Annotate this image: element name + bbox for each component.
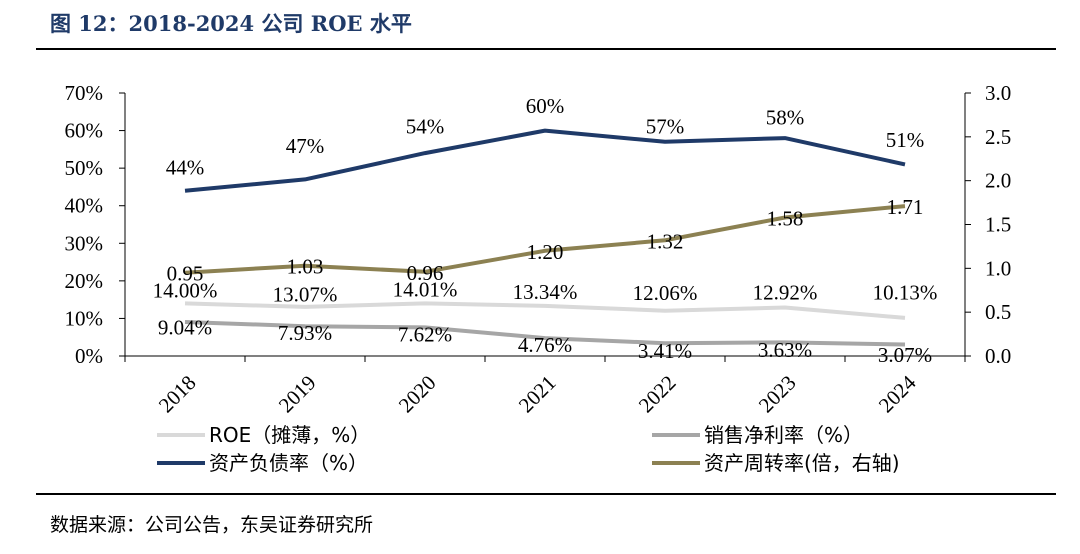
right-tick-label: 1.5 [985, 213, 1011, 237]
data-label-roe: 10.13% [873, 281, 938, 305]
left-tick-label: 0% [75, 344, 103, 368]
right-tick-label: 3.0 [985, 81, 1011, 105]
series-line-roe [184, 301, 906, 320]
data-label-roe: 14.01% [393, 277, 458, 301]
legend-label-roe: ROE（摊薄，%） [209, 423, 370, 447]
data-label-turnover: 1.20 [527, 240, 564, 264]
data-label-turnover: 1.58 [767, 206, 804, 230]
data-label-debt_ratio: 47% [286, 134, 325, 158]
data-label-turnover: 0.95 [167, 262, 204, 286]
left-tick-label: 10% [65, 306, 104, 330]
series-line-turnover [184, 204, 906, 275]
legend-label-turnover: 资产周转率(倍，右轴) [704, 451, 900, 475]
legend: ROE（摊薄，%） 销售净利率（%） 资产负债率（%） 资产周转率(倍，右轴) [157, 423, 900, 475]
data-label-net_margin: 7.62% [398, 322, 452, 346]
data-label-debt_ratio: 44% [166, 155, 205, 179]
data-label-roe: 12.92% [753, 280, 818, 304]
source-note: 数据来源：公司公告，东吴证券研究所 [50, 514, 374, 536]
data-label-debt_ratio: 57% [646, 115, 685, 139]
data-label-turnover: 1.32 [647, 229, 684, 253]
x-category-label: 2020 [394, 371, 441, 418]
data-label-roe: 12.06% [633, 281, 698, 305]
data-label-roe: 14.00% [153, 278, 218, 302]
x-category-label: 2022 [634, 371, 681, 418]
bottom-rule [36, 493, 1056, 495]
data-label-debt_ratio: 60% [526, 94, 565, 118]
data-label-roe: 13.07% [273, 282, 338, 306]
data-label-turnover: 1.71 [887, 195, 924, 219]
series-lines [184, 128, 906, 347]
left-tick-label: 30% [65, 231, 104, 255]
data-label-net_margin: 3.07% [878, 343, 932, 367]
left-tick-label: 60% [65, 119, 104, 143]
series-line-debt_ratio [184, 128, 906, 193]
top-rule [36, 48, 1056, 50]
data-label-turnover: 0.96 [407, 261, 444, 285]
chart-title: 图 12：2018-2024 公司 ROE 水平 [50, 11, 412, 36]
data-label-net_margin: 4.76% [518, 333, 572, 357]
right-tick-label: 0.5 [985, 300, 1011, 324]
right-tick-label: 1.0 [985, 256, 1011, 280]
left-tick-label: 20% [65, 269, 104, 293]
left-tick-label: 70% [65, 81, 104, 105]
x-category-label: 2023 [754, 371, 801, 418]
left-tick-label: 50% [65, 156, 104, 180]
data-label-debt_ratio: 51% [886, 128, 925, 152]
data-label-net_margin: 7.93% [278, 321, 332, 345]
x-category-label: 2021 [514, 371, 561, 418]
right-tick-label: 2.0 [985, 169, 1011, 193]
data-label-net_margin: 3.63% [758, 338, 812, 362]
data-label-roe: 13.34% [513, 280, 578, 304]
series-line-net_margin [184, 320, 906, 347]
legend-label-net_margin: 销售净利率（%） [704, 423, 863, 447]
data-label-turnover: 1.03 [287, 255, 324, 279]
x-category-label: 2024 [874, 370, 921, 417]
data-labels: 14.00% 13.07% 14.01% 13.34% 12.06% 12.92% 10.1… [153, 94, 938, 367]
data-label-debt_ratio: 54% [406, 115, 445, 139]
data-label-net_margin: 3.41% [638, 339, 692, 363]
right-tick-label: 2.5 [985, 125, 1011, 149]
left-tick-label: 40% [65, 194, 104, 218]
data-label-debt_ratio: 58% [766, 105, 805, 129]
legend-label-debt_ratio: 资产负债率（%） [209, 451, 368, 475]
x-category-label: 2018 [154, 371, 201, 418]
right-tick-label: 0.0 [985, 344, 1011, 368]
x-category-label: 2019 [274, 371, 321, 418]
chart-area: 0% 10% 20% 30% 40% 50% 60% 70% 0.0 0.5 1.0 1.5 2.0 2.… [65, 81, 1012, 475]
data-label-net_margin: 9.04% [158, 316, 212, 340]
